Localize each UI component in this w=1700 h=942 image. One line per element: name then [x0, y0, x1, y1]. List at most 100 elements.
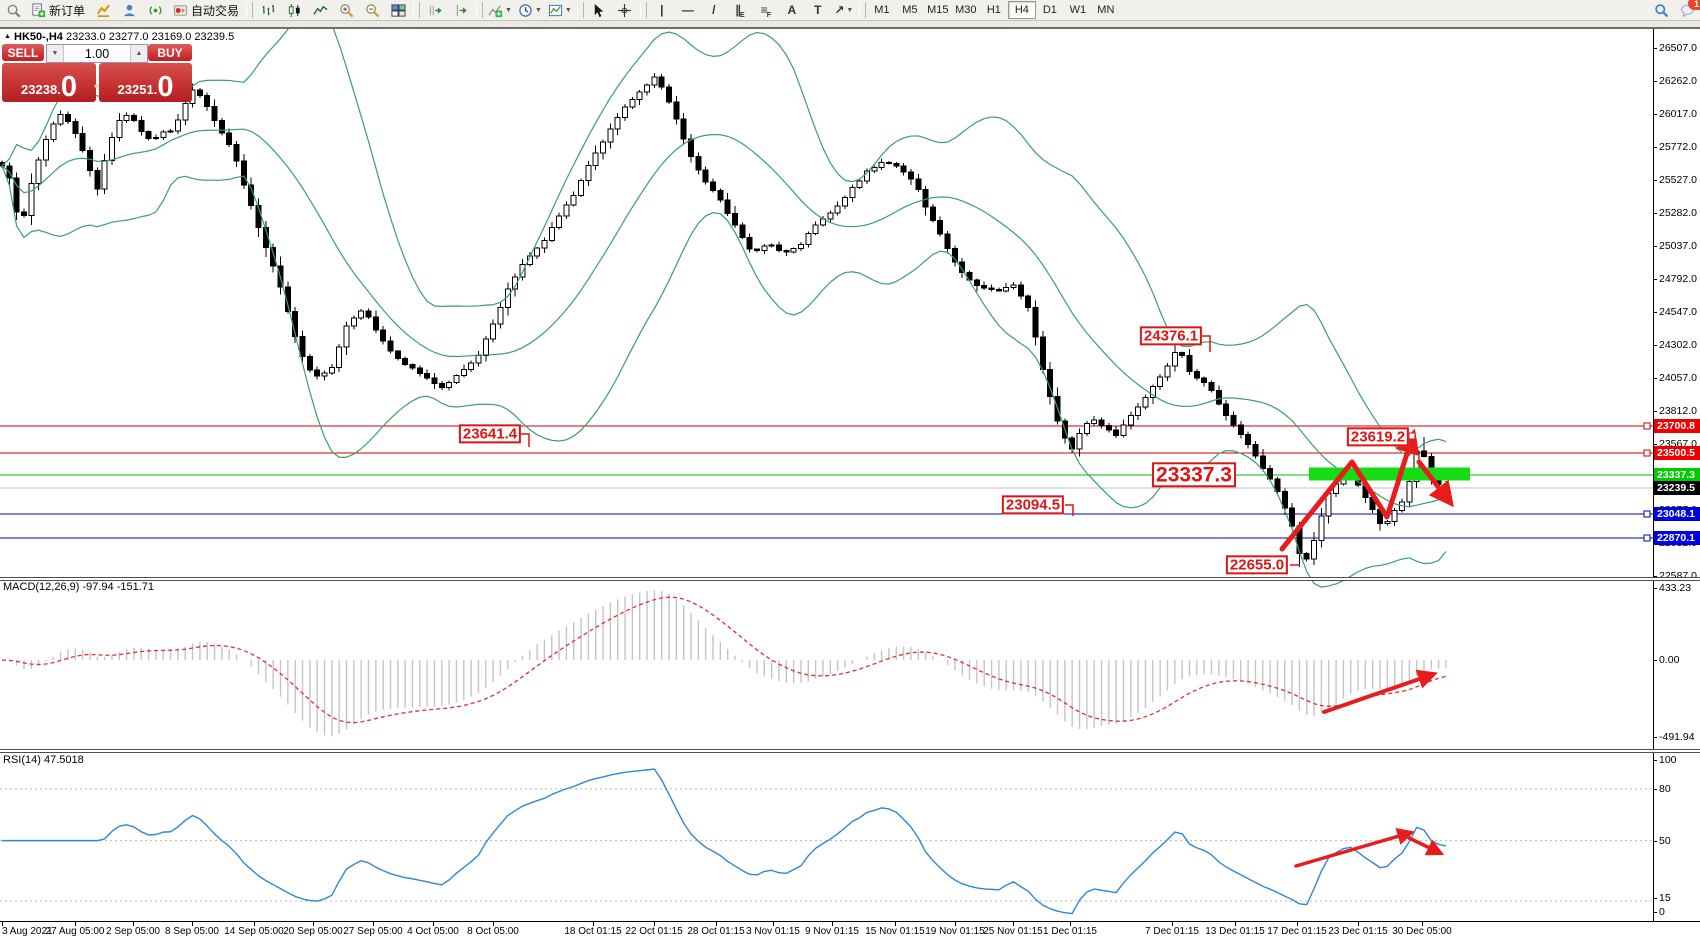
macd-signal-line	[1, 596, 1447, 724]
periods-dropdown-icon[interactable]: ▼	[534, 6, 542, 14]
annotation-hook	[1065, 504, 1074, 516]
rsi-panel-splitter[interactable]	[0, 749, 1700, 753]
fibonacci-button[interactable]: ≡ F	[754, 1, 778, 19]
timeframe-m15-button[interactable]: M15	[927, 4, 949, 16]
toolbar-separator	[576, 2, 584, 18]
buy-button[interactable]: BUY	[148, 44, 192, 61]
text-button[interactable]: A	[780, 1, 804, 19]
ask-price-big-digit: 0	[157, 71, 174, 104]
arrows-dropdown-icon[interactable]: ▼	[846, 6, 854, 14]
timeframe-m30-button[interactable]: M30	[955, 4, 977, 16]
lot-size-input[interactable]: 1.00	[84, 46, 110, 61]
price-axis-tick-mark	[1653, 48, 1657, 49]
price-annotation[interactable]: 23641.4	[458, 424, 522, 444]
autotrade-label: 自动交易	[191, 3, 240, 18]
annotation-handle	[1408, 432, 1416, 440]
lot-decrease-button[interactable]: ▼	[47, 45, 64, 62]
tile-windows-button[interactable]	[386, 1, 410, 19]
autotrade-icon	[173, 3, 188, 18]
support-band-highlight	[1309, 467, 1470, 481]
ask-price-small: 23251.	[117, 82, 158, 97]
indicator-axis-tick-mark	[1653, 760, 1657, 761]
ask-price-panel[interactable]: 23251. 0	[99, 63, 192, 102]
price-annotation[interactable]: 22655.0	[1225, 555, 1289, 575]
time-axis-tick-mark	[254, 922, 255, 926]
timeframe-m5-button[interactable]: M5	[902, 4, 918, 16]
trendline-button[interactable]: /	[702, 1, 726, 19]
notification-badge: 1	[1688, 0, 1700, 10]
price-annotation[interactable]: 23619.2	[1346, 427, 1410, 447]
ohlc-values: 23233.0 23277.0 23169.0 23239.5	[65, 31, 235, 43]
crosshair-icon	[617, 3, 632, 18]
timeframe-d1-button[interactable]: D1	[1042, 4, 1057, 16]
signals-button[interactable]	[143, 1, 167, 19]
axis-price-tag: 23700.8	[1654, 418, 1700, 433]
vertical-line-button[interactable]: |	[650, 1, 674, 19]
time-axis-label: 15 Nov 01:15	[865, 926, 925, 937]
price-axis-tick-mark	[1653, 378, 1657, 379]
autotrade-button[interactable]: 自动交易	[169, 1, 243, 19]
signals-icon	[148, 3, 163, 18]
time-axis[interactable]: 3 Aug 2021 27 Aug 05:00 2 Sep 05:00 8 Sep 0…	[0, 921, 1700, 942]
zoom-in-button[interactable]	[334, 1, 358, 19]
indicators-dropdown-icon[interactable]: ▼	[505, 6, 512, 14]
timeframe-w1-button[interactable]: W1	[1069, 4, 1087, 16]
periods-icon	[518, 3, 533, 18]
macd-panel-splitter[interactable]	[0, 577, 1700, 581]
templates-dropdown-icon[interactable]: ▼	[564, 6, 572, 14]
bollinger-lower-band	[1, 165, 1447, 588]
chat-button[interactable]: 1	[1675, 0, 1700, 19]
timeframe-m1-button[interactable]: M1	[874, 4, 890, 16]
equidistant-channel-button[interactable]: ∥ E	[728, 1, 752, 19]
time-axis-label: 28 Oct 01:15	[687, 926, 745, 937]
price-annotation[interactable]: 23337.3	[1152, 462, 1236, 488]
price-annotation[interactable]: 23094.5	[1001, 495, 1065, 515]
price-axis-tick-mark	[1653, 345, 1657, 346]
indicator-axis-tick: -491.94	[1659, 731, 1695, 743]
indicators-button[interactable]: ▼	[486, 1, 514, 19]
auto-scroll-button[interactable]	[423, 1, 447, 19]
window-button[interactable]	[1, 1, 25, 19]
indicator-axis-tick-mark	[1653, 912, 1657, 913]
chart-shift-button[interactable]	[449, 1, 473, 19]
timeframe-mn-button[interactable]: MN	[1097, 4, 1115, 16]
price-axis-tick-mark	[1653, 312, 1657, 313]
sell-button[interactable]: SELL	[2, 44, 44, 61]
timeframe-h4-button[interactable]: H4	[1007, 1, 1036, 19]
time-axis-label: 13 Dec 01:15	[1205, 926, 1265, 937]
zoom-out-button[interactable]	[360, 1, 384, 19]
charts-profile-button[interactable]	[91, 1, 115, 19]
price-annotation[interactable]: 24376.1	[1139, 326, 1203, 346]
crosshair-button[interactable]	[613, 1, 637, 19]
market-watch-button[interactable]	[117, 1, 141, 19]
lot-increase-button[interactable]: ▲	[130, 45, 147, 62]
time-axis-tick-mark	[75, 922, 76, 926]
time-axis-label: 20 Sep 05:00	[283, 926, 343, 937]
bid-price-panel[interactable]: 23238. 0	[2, 63, 96, 102]
bollinger-middle-band	[1, 128, 1447, 508]
bar-chart-button[interactable]	[256, 1, 280, 19]
search-button[interactable]	[1649, 1, 1673, 19]
time-axis-label: 2 Sep 05:00	[106, 926, 160, 937]
lot-size-stepper: ▼ 1.00 ▲	[46, 44, 148, 63]
cursor-button[interactable]	[587, 1, 611, 19]
fibonacci-icon: ≡	[760, 3, 768, 17]
arrows-button[interactable]: ↗ ▼	[832, 1, 856, 19]
time-axis-tick-mark	[493, 922, 494, 926]
annotation-hook	[521, 433, 530, 447]
new-order-button[interactable]: 新订单	[27, 1, 89, 19]
candle-chart-button[interactable]	[282, 1, 306, 19]
price-axis-tick-mark	[1653, 576, 1657, 577]
timeframe-h1-button[interactable]: H1	[986, 4, 1001, 16]
templates-button[interactable]: ▼	[546, 1, 574, 19]
horizontal-line-button[interactable]: —	[676, 1, 700, 19]
line-chart-button[interactable]	[308, 1, 332, 19]
price-axis-tick: 25527.0	[1659, 174, 1697, 186]
time-axis-tick-mark	[192, 922, 193, 926]
macd-group	[1, 590, 1447, 737]
time-axis-label: 23 Dec 01:15	[1328, 926, 1388, 937]
periods-button[interactable]: ▼	[516, 1, 544, 19]
text-label-button[interactable]: T	[806, 1, 830, 19]
